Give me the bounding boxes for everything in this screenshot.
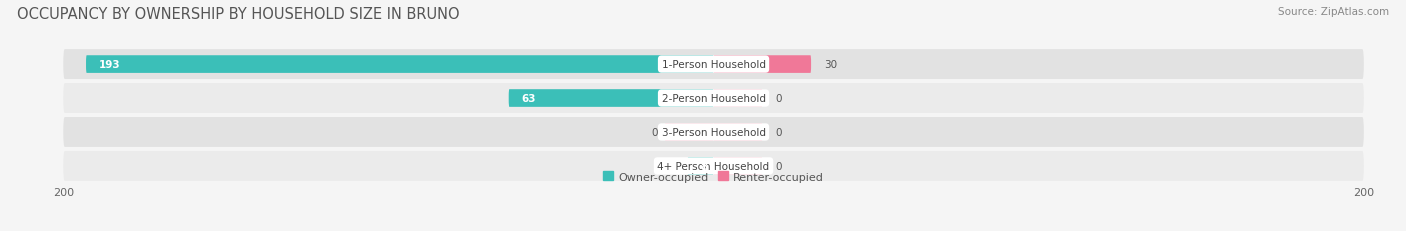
Text: 193: 193 [98,60,121,70]
Text: 8: 8 [700,161,707,171]
Text: 0: 0 [652,128,658,137]
FancyBboxPatch shape [63,118,1364,147]
Text: Source: ZipAtlas.com: Source: ZipAtlas.com [1278,7,1389,17]
FancyBboxPatch shape [713,157,762,175]
Text: 0: 0 [775,128,782,137]
Text: 0: 0 [775,161,782,171]
Text: 4+ Person Household: 4+ Person Household [658,161,769,171]
FancyBboxPatch shape [63,50,1364,80]
Text: OCCUPANCY BY OWNERSHIP BY HOUSEHOLD SIZE IN BRUNO: OCCUPANCY BY OWNERSHIP BY HOUSEHOLD SIZE… [17,7,460,22]
FancyBboxPatch shape [63,151,1364,181]
Text: 63: 63 [522,94,536,103]
FancyBboxPatch shape [713,90,762,107]
Text: 1-Person Household: 1-Person Household [662,60,765,70]
FancyBboxPatch shape [713,124,762,141]
FancyBboxPatch shape [509,90,713,107]
Legend: Owner-occupied, Renter-occupied: Owner-occupied, Renter-occupied [599,167,828,186]
FancyBboxPatch shape [713,56,811,74]
Text: 0: 0 [775,94,782,103]
Text: 30: 30 [824,60,837,70]
FancyBboxPatch shape [63,84,1364,113]
FancyBboxPatch shape [665,124,713,141]
Text: 3-Person Household: 3-Person Household [662,128,765,137]
Text: 2-Person Household: 2-Person Household [662,94,765,103]
FancyBboxPatch shape [86,56,713,74]
FancyBboxPatch shape [688,157,713,175]
